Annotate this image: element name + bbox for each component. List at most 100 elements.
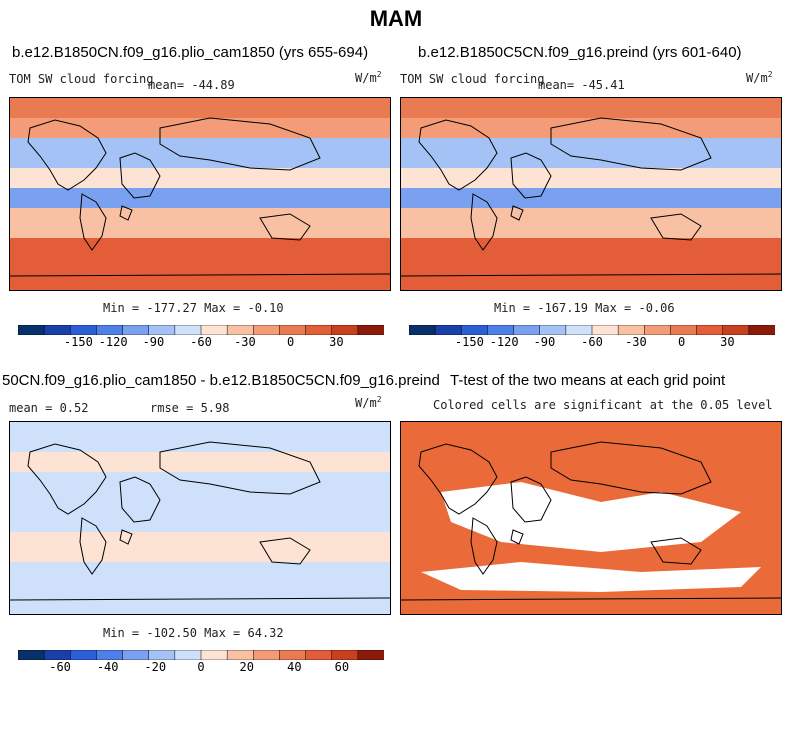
- colorbar-tick: 0: [197, 660, 205, 674]
- field-band: [401, 118, 781, 138]
- colorbar-swatch: [434, 324, 463, 336]
- panel-3-units: W/m2: [355, 395, 382, 410]
- panel-2-colorbar-labels: -150 -120 -90 -60 -30 0 30: [409, 335, 775, 349]
- panel-4-title: T-test of the two means at each grid poi…: [450, 372, 726, 389]
- colorbar-swatch: [174, 324, 202, 336]
- field-band: [401, 138, 781, 168]
- colorbar-tick: 60: [334, 660, 350, 674]
- coastline: [550, 441, 712, 495]
- panel-2-case-title: b.e12.B1850C5CN.f09_g16.preind (yrs 601-…: [418, 44, 742, 61]
- panel-3-minmax: Min = -102.50 Max = 64.32: [103, 626, 284, 640]
- coastline: [510, 529, 524, 545]
- panel-1-colorbar-labels: -150 -120 -90 -60 -30 0 30: [18, 335, 384, 349]
- colorbar-swatch: [200, 324, 228, 336]
- colorbar-tick: -60: [190, 335, 212, 349]
- coastline: [418, 119, 498, 191]
- panel-1-colorbar: [17, 322, 385, 336]
- colorbar-tick: -120: [489, 335, 519, 349]
- panel-4-subtitle: Colored cells are significant at the 0.0…: [433, 398, 773, 412]
- colorbar-swatch: [408, 324, 436, 336]
- colorbar-swatch: [591, 324, 619, 336]
- colorbar-tick: 40: [287, 660, 302, 674]
- colorbar-swatch: [226, 649, 255, 661]
- panel-3-colorbar-labels: -60 -40 -20 0 20 40 60: [18, 660, 384, 674]
- colorbar-tick: -20: [144, 660, 167, 674]
- field-band: [10, 472, 390, 532]
- colorbar-swatch: [148, 649, 176, 661]
- colorbar-swatch: [200, 649, 228, 661]
- panel-1-units: W/m2: [355, 70, 382, 85]
- insignificant-area: [441, 482, 741, 552]
- field-band: [10, 532, 390, 562]
- colorbar-swatch: [487, 324, 515, 336]
- colorbar-swatch: [43, 649, 72, 661]
- colorbar-tick: -30: [625, 335, 647, 349]
- coastline: [119, 205, 133, 221]
- field-band: [401, 188, 781, 208]
- insignificant-area: [421, 562, 761, 592]
- coastline: [119, 476, 161, 523]
- colorbar-swatch: [70, 324, 98, 336]
- coastline: [79, 193, 107, 251]
- colorbar-tick: 20: [239, 660, 254, 674]
- field-band: [10, 562, 390, 614]
- coastline: [470, 193, 498, 251]
- coastline: [159, 441, 321, 495]
- colorbar-tick: -40: [96, 660, 119, 674]
- panel-3-map: [9, 421, 391, 615]
- colorbar-tick: -150: [454, 335, 484, 349]
- field-band: [10, 188, 390, 208]
- colorbar-swatch: [253, 649, 281, 661]
- panel-2-variable: TOM SW cloud forcing: [400, 72, 545, 86]
- panel-2-units: W/m2: [746, 70, 773, 85]
- panel-1-mean: mean= -44.89: [148, 78, 235, 92]
- colorbar-swatch: [644, 324, 672, 336]
- colorbar-swatch: [722, 324, 750, 336]
- panel-2-mean: mean= -45.41: [538, 78, 625, 92]
- colorbar-swatch: [279, 649, 307, 661]
- colorbar-swatch: [253, 324, 281, 336]
- colorbar-swatch: [305, 649, 333, 661]
- panel-2-colorbar: [408, 322, 776, 336]
- colorbar-swatch: [279, 324, 307, 336]
- page-title: MAM: [369, 6, 423, 31]
- colorbar-swatch: [670, 324, 698, 336]
- panel-3-mean: mean = 0.52: [9, 401, 89, 415]
- coastline: [510, 205, 524, 221]
- coastline: [510, 476, 552, 523]
- coastline: [27, 119, 107, 191]
- colorbar-tick: 30: [329, 335, 344, 349]
- field-band: [10, 238, 390, 290]
- field-band: [10, 138, 390, 168]
- colorbar-swatch: [696, 324, 724, 336]
- colorbar-swatch: [331, 324, 359, 336]
- colorbar-swatch: [539, 324, 567, 336]
- field-band: [401, 98, 781, 118]
- field-band: [401, 238, 781, 290]
- coastline: [79, 517, 107, 575]
- coastline: [650, 213, 702, 241]
- colorbar-tick: -150: [63, 335, 93, 349]
- coastline: [401, 273, 781, 277]
- field-band: [10, 452, 390, 472]
- colorbar-tick: -120: [98, 335, 128, 349]
- colorbar-swatch: [305, 324, 333, 336]
- coastline: [418, 443, 498, 515]
- panel-1-case-title: b.e12.B1850CN.f09_g16.plio_cam1850 (yrs …: [12, 44, 369, 61]
- field-band: [10, 98, 390, 118]
- colorbar-swatch: [748, 324, 776, 336]
- colorbar-tick: -60: [49, 660, 71, 674]
- colorbar-swatch: [461, 324, 489, 336]
- colorbar-swatch: [122, 649, 150, 661]
- panel-1-variable: TOM SW cloud forcing: [9, 72, 154, 86]
- colorbar-tick: 30: [720, 335, 735, 349]
- colorbar-tick: -30: [234, 335, 256, 349]
- colorbar-swatch: [331, 649, 359, 661]
- coastline: [259, 213, 311, 241]
- colorbar-swatch: [617, 324, 646, 336]
- field-band: [10, 168, 390, 188]
- coastline: [470, 517, 498, 575]
- colorbar-swatch: [357, 324, 385, 336]
- colorbar-swatch: [17, 649, 45, 661]
- colorbar-tick: 0: [287, 335, 295, 349]
